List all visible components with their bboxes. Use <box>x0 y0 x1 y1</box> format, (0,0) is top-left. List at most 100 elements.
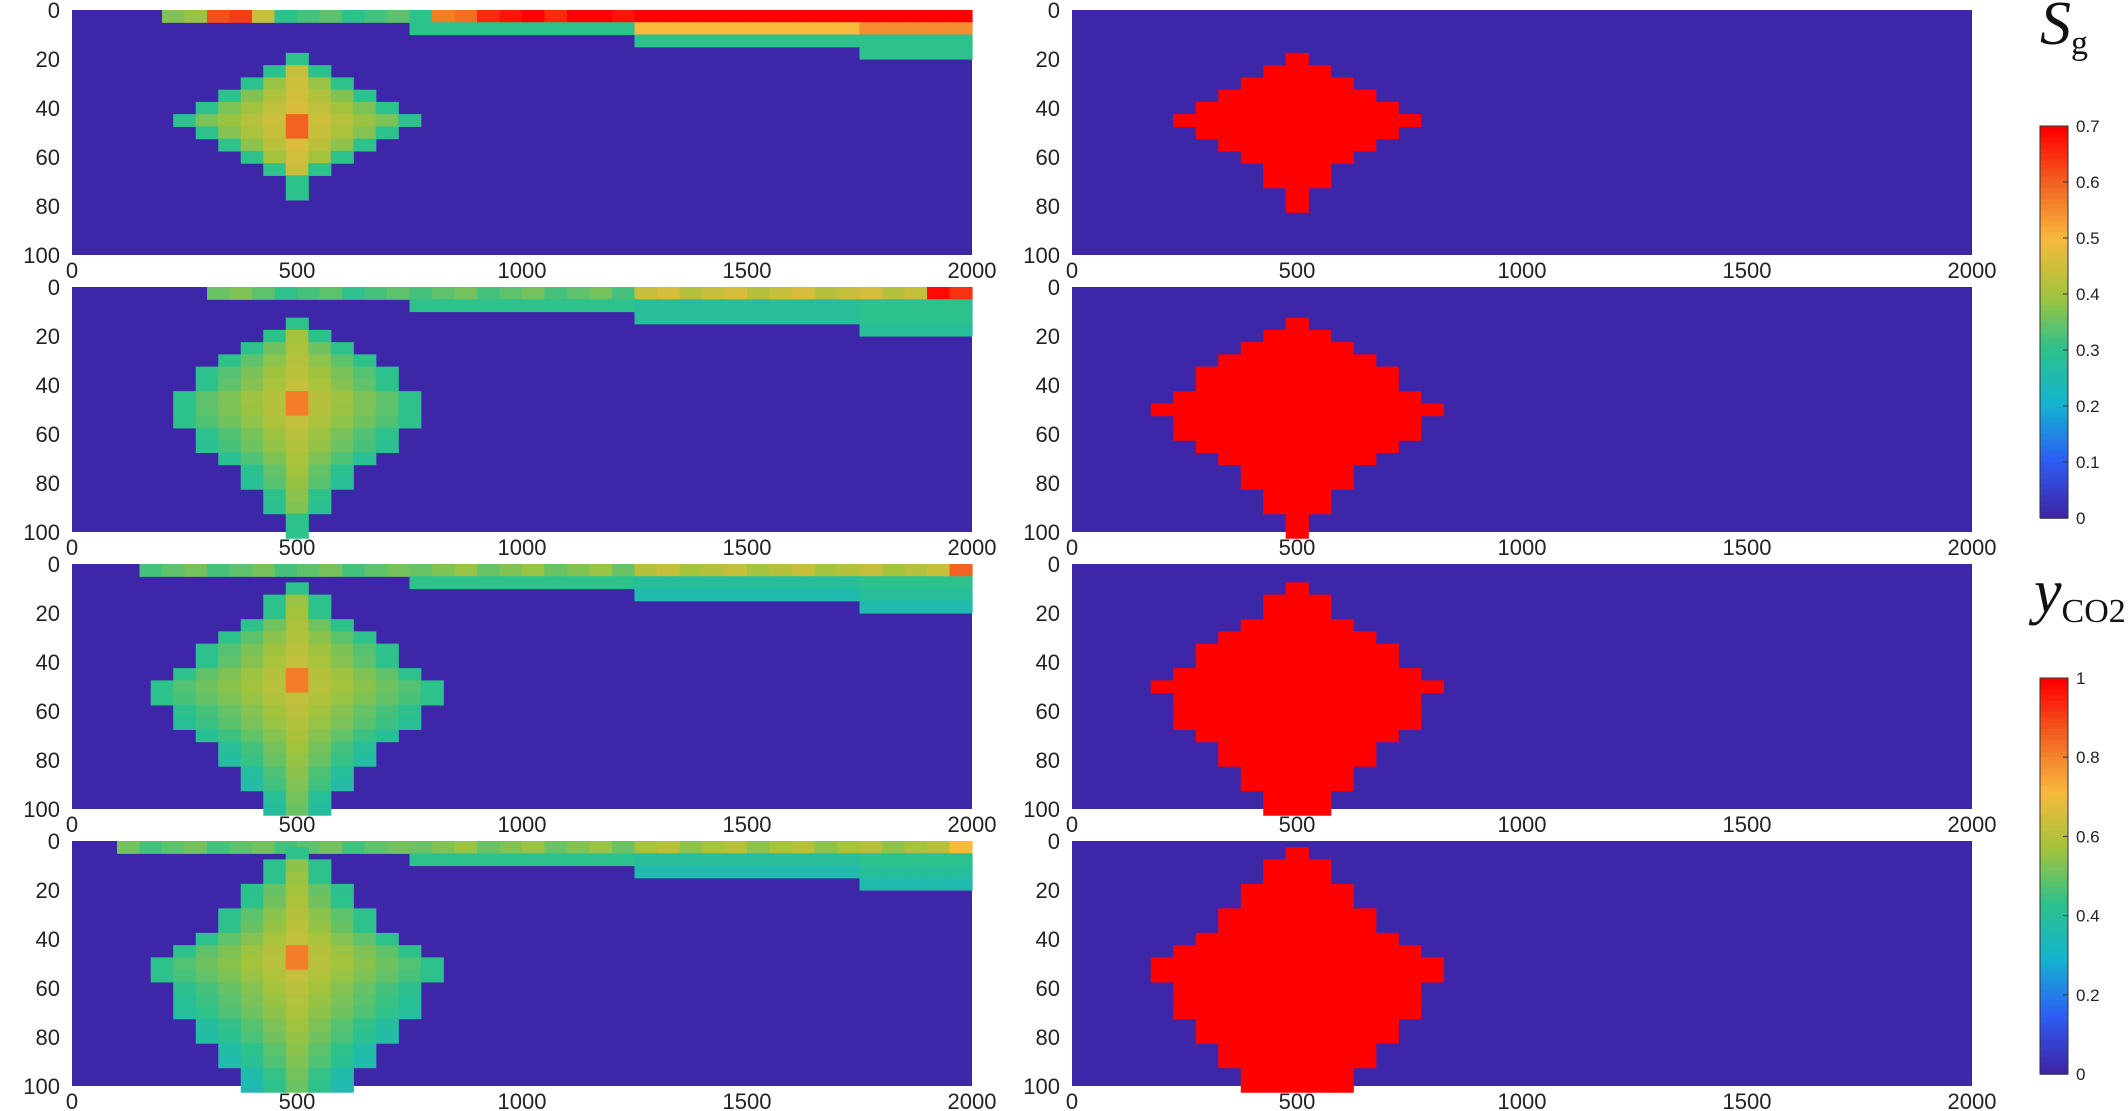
panel-r3-sg-plume-cell <box>285 717 309 730</box>
panel-r3-sg-plume-cell <box>330 778 354 792</box>
panel-r3-yco2-plume-cell <box>1240 729 1264 743</box>
panel-r4-sg-layer-1-cell <box>634 853 658 867</box>
panel-r4-yco2-plume-cell <box>1330 969 1354 983</box>
panel-r2-sg-plume-cell <box>195 427 219 441</box>
panel-r2-sg-ytick-60: 60 <box>36 422 60 447</box>
panel-r3-sg-ytick-40: 40 <box>36 650 60 675</box>
panel-r1-sg-plume-cell <box>353 138 377 152</box>
panel-r3-sg-layer-3-cell <box>927 600 951 614</box>
panel-r1-yco2-plume-cell <box>1375 114 1399 127</box>
panel-r1-sg-plume-cell <box>308 114 332 127</box>
panel-r4-sg-layer-1-cell <box>792 853 816 867</box>
panel-r3-yco2-plume-cell <box>1240 619 1264 632</box>
cb1-strip <box>2040 215 2068 222</box>
panel-r2-yco2-plume-cell <box>1330 391 1354 404</box>
panel-r2-yco2-plume-cell <box>1330 440 1354 453</box>
panel-r2-yco2-plume-cell <box>1173 391 1197 404</box>
cb1-strip <box>2040 198 2068 206</box>
panel-r4-sg-plume-cell <box>173 994 197 1007</box>
panel-r3-sg-plume-cell <box>330 643 354 657</box>
panel-r2-sg-plume-cell <box>218 403 242 417</box>
panel-r2-sg-ytick-20: 20 <box>36 324 60 349</box>
panel-r4-sg-plume-cell <box>353 981 377 995</box>
panel-r4-yco2-plume-cell <box>1240 1043 1264 1056</box>
panel-r4-sg-layer-2-cell <box>724 865 748 879</box>
colorbar-yco2-scale: 00.20.40.60.81 <box>2039 669 2100 1084</box>
panel-r3-sg-plume-cell <box>285 619 309 632</box>
panel-r1-sg-layer-1-cell <box>724 22 748 36</box>
panel-r1-sg-plume-cell <box>240 138 264 152</box>
panel-r2-sg-plume-cell <box>285 513 309 527</box>
panel-r4-sg-layer-1-cell <box>837 853 861 867</box>
panel-r1-sg-layer-0-cell <box>162 10 186 23</box>
panel-r3-sg-plume-cell <box>308 741 332 755</box>
panel-r4-sg-plume-cell <box>353 1018 377 1032</box>
panel-r4-yco2-plume-cell <box>1285 932 1309 946</box>
cb2-strip <box>2040 774 2068 781</box>
panel-r4-yco2-plume-cell <box>1308 932 1332 946</box>
panel-r4-sg-plume-cell <box>398 957 422 971</box>
panel-r1-sg-plume-cell <box>308 163 332 176</box>
panel-r3-yco2-plume-cell <box>1308 741 1332 755</box>
panel-r2-sg-plume-cell <box>330 342 354 355</box>
panel-r3-sg-layer-2-cell <box>792 588 816 602</box>
panel-r4-sg-layer-0-cell <box>702 841 726 854</box>
panel-r3-sg-plume-cell <box>218 753 242 767</box>
cb2-strip <box>2040 853 2068 860</box>
panel-r3-yco2-plume-cell <box>1375 655 1399 669</box>
panel-r3-sg-plume-cell <box>150 680 174 694</box>
panel-r3-sg-plume-cell <box>173 704 197 718</box>
panel-r2-yco2-plume-cell <box>1308 476 1332 490</box>
panel-r4-yco2-plume-cell <box>1263 883 1287 897</box>
panel-r4-sg-layer-2-cell <box>904 865 928 879</box>
panel-r3-yco2-plume-cell <box>1218 741 1242 755</box>
panel-r1-sg-xtick-1500: 1500 <box>723 258 772 283</box>
panel-r1-yco2-plume-cell <box>1173 114 1197 127</box>
panel-r1-sg-layer-2-cell <box>949 34 973 48</box>
panel-r1-sg-layer-2-cell <box>702 34 726 48</box>
panel-r2-yco2-plume-cell <box>1353 415 1377 429</box>
panel-r1-yco2-plume-cell <box>1263 163 1287 176</box>
panel-r1-yco2-plume-cell <box>1240 126 1264 140</box>
panel-r4-sg-plume-cell <box>195 945 219 958</box>
panel-r3-yco2-plume-cell <box>1218 631 1242 645</box>
panel-r3-yco2-plume-cell <box>1398 704 1422 718</box>
panel-r3-yco2-plume-cell <box>1263 802 1287 816</box>
panel-r2-sg-xtick-0: 0 <box>66 535 78 560</box>
panel-r4-sg-layer-0-cell <box>409 841 433 854</box>
panel-r3-yco2-plume-cell <box>1353 631 1377 645</box>
panel-r1-yco2-plume-cell <box>1263 114 1287 127</box>
panel-r4-sg-plume-cell <box>285 883 309 897</box>
panel-r2-yco2-plume-cell <box>1353 378 1377 392</box>
colorbar-sg-scale: 00.10.20.30.40.50.60.7 <box>2039 117 2100 528</box>
panel-r3-sg-plume-cell <box>285 704 309 718</box>
panel-r2-yco2-plume-cell <box>1375 415 1399 429</box>
panel-r4-yco2-ytick-0: 0 <box>1048 829 1060 854</box>
panel-r3-sg-layer-0-cell <box>882 564 906 577</box>
panel-r4-yco2-plume-cell <box>1375 1006 1399 1020</box>
panel-r1-sg-layer-3-cell <box>904 46 928 60</box>
panel-r4-yco2-plume-cell <box>1285 883 1309 897</box>
panel-r4-yco2-plume-cell <box>1263 981 1287 995</box>
panel-r2-sg-layer-0-cell <box>634 287 658 300</box>
panel-r4-yco2-plume-cell <box>1285 945 1309 958</box>
panel-r3-yco2-plume-cell <box>1330 619 1354 632</box>
panel-r2-yco2-plume-cell <box>1263 366 1287 380</box>
panel-r3-yco2-plume-cell <box>1285 643 1309 657</box>
panel-r2-sg-plume-cell <box>285 354 309 368</box>
panel-r3-sg-plume-cell <box>285 594 309 608</box>
panel-r3-yco2-plume-cell <box>1375 692 1399 706</box>
cb1-strip <box>2040 266 2068 273</box>
panel-r2-sg-layer-0-cell <box>724 287 748 300</box>
cb1-tick-0.3: 0.3 <box>2076 341 2100 360</box>
cb1-tick-0.1: 0.1 <box>2076 453 2100 472</box>
panel-r1-sg-layer-1-cell <box>634 22 658 36</box>
cb1-strip <box>2040 154 2068 161</box>
panel-r4-sg-plume-cell <box>353 1055 377 1069</box>
panel-r2-sg-plume-cell <box>263 452 287 466</box>
panel-r2-sg-plume-cell <box>330 391 354 404</box>
panel-r4-yco2-plume-cell <box>1285 908 1309 922</box>
panel-r4-sg-plume-cell <box>263 1043 287 1056</box>
cb2-strip <box>2040 1062 2068 1070</box>
panel-r2-sg-plume-cell <box>263 329 287 343</box>
